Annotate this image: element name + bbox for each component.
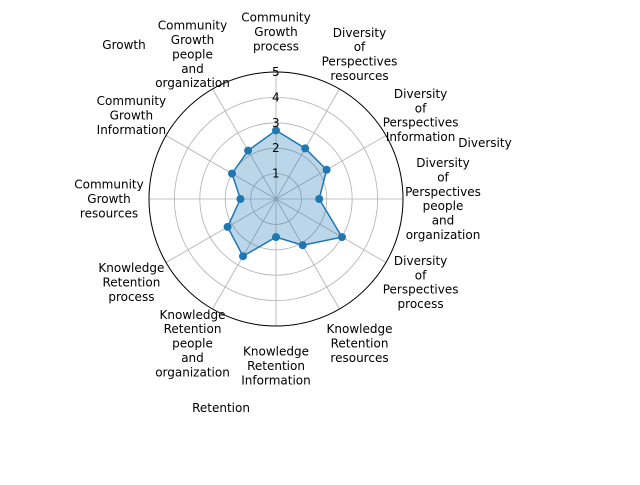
grid-spoke xyxy=(165,198,277,263)
grid-spoke xyxy=(275,198,387,263)
data-point-0 xyxy=(272,126,280,135)
category-label: Community Growth resources xyxy=(74,178,143,221)
grid-spoke xyxy=(212,88,277,200)
grid-spoke xyxy=(275,88,340,200)
data-point-3 xyxy=(315,195,324,203)
data-point-4 xyxy=(338,233,346,242)
radial-tick-label: 5 xyxy=(272,65,280,79)
category-label: Community Growth Information xyxy=(97,94,166,137)
data-point-7 xyxy=(239,252,247,261)
data-point-2 xyxy=(322,165,331,174)
grid-spoke xyxy=(165,135,277,200)
data-point-5 xyxy=(298,241,307,250)
series-area xyxy=(227,130,342,257)
category-label: Knowledge Retention Information xyxy=(241,345,310,388)
category-label: Knowledge Retention resources xyxy=(327,322,393,365)
radial-tick-label: 1 xyxy=(272,167,280,181)
data-point-1 xyxy=(301,144,310,153)
data-point-8 xyxy=(223,222,232,231)
data-point-9 xyxy=(236,195,245,203)
polar-frame xyxy=(148,71,404,327)
category-label: Knowledge Retention people and organization xyxy=(155,308,230,380)
category-label: Community Growth people and organization xyxy=(155,19,230,91)
data-point-10 xyxy=(228,169,236,178)
category-label: Diversity of Perspectives Information xyxy=(383,87,459,144)
group-label: Retention xyxy=(192,401,250,415)
category-label: Community Growth process xyxy=(241,11,310,54)
grid-spoke xyxy=(275,198,340,310)
category-label: Diversity of Perspectives resources xyxy=(322,26,398,83)
grid-spoke xyxy=(275,135,387,200)
group-label: Diversity xyxy=(458,136,511,150)
group-label: Growth xyxy=(102,38,145,52)
data-point-6 xyxy=(272,233,280,242)
data-point-11 xyxy=(244,146,253,155)
category-label: Knowledge Retention process xyxy=(98,261,164,304)
radial-tick-label: 2 xyxy=(272,141,280,155)
category-label: Diversity of Perspectives people and organiza… xyxy=(405,156,481,242)
radial-tick-label: 4 xyxy=(272,90,280,104)
radial-tick-label: 3 xyxy=(272,116,280,130)
category-label: Diversity of Perspectives process xyxy=(383,254,459,311)
